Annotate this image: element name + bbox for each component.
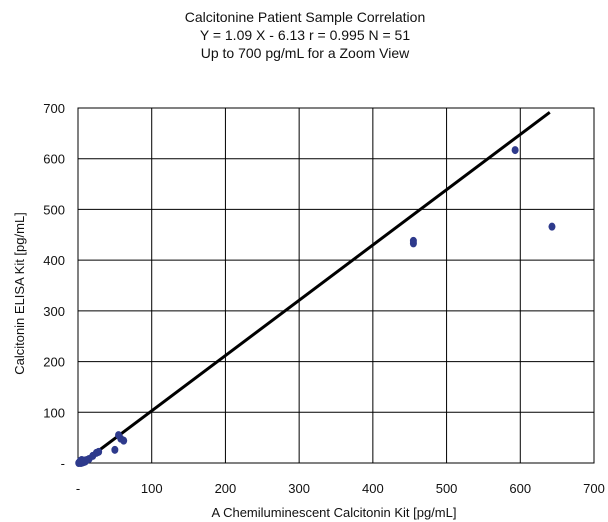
plot-area-frame: [77, 107, 595, 464]
chart-title-line-1: Calcitonine Patient Sample Correlation: [184, 9, 426, 25]
chart-title-line-3: Up to 700 pg/mL for a Zoom View: [200, 45, 410, 61]
y-tick-label: 700: [43, 101, 65, 116]
data-point: [111, 445, 119, 454]
data-point: [548, 222, 556, 231]
x-tick-label: 600: [509, 481, 531, 496]
chart-title-line-2: Y = 1.09 X - 6.13 r = 0.995 N = 51: [199, 27, 411, 43]
y-tick-label: 600: [43, 152, 65, 167]
y-tick-label: 100: [43, 405, 65, 420]
y-tick-label: 500: [43, 202, 65, 217]
data-points: [75, 146, 556, 467]
y-axis-label: Calcitonin ELISA Kit [pg/mL]: [12, 212, 27, 375]
y-axis-ticks: - 100 200 300 400 500 600 700: [43, 101, 65, 471]
data-point: [511, 146, 519, 155]
x-tick-label: 300: [288, 481, 310, 496]
x-tick-label: 500: [436, 481, 458, 496]
x-tick-label: 400: [362, 481, 384, 496]
data-point: [78, 455, 86, 464]
x-tick-label: 200: [215, 481, 237, 496]
x-tick-label: -: [76, 481, 80, 496]
chart-title: Calcitonine Patient Sample Correlation Y…: [0, 8, 608, 62]
x-tick-label: 700: [583, 481, 605, 496]
data-point: [120, 436, 128, 445]
y-tick-label: 200: [43, 355, 65, 370]
data-point: [95, 447, 103, 456]
data-point: [409, 236, 417, 245]
y-tick-label: -: [61, 456, 65, 471]
grid-lines: [78, 108, 594, 463]
x-tick-label: 100: [141, 481, 163, 496]
x-axis-ticks: - 100 200 300 400 500 600 700: [76, 481, 605, 496]
y-tick-label: 300: [43, 304, 65, 319]
x-axis-label: A Chemiluminescent Calcitonin Kit [pg/mL…: [212, 505, 457, 520]
regression-line: [81, 111, 551, 465]
y-tick-label: 400: [43, 253, 65, 268]
